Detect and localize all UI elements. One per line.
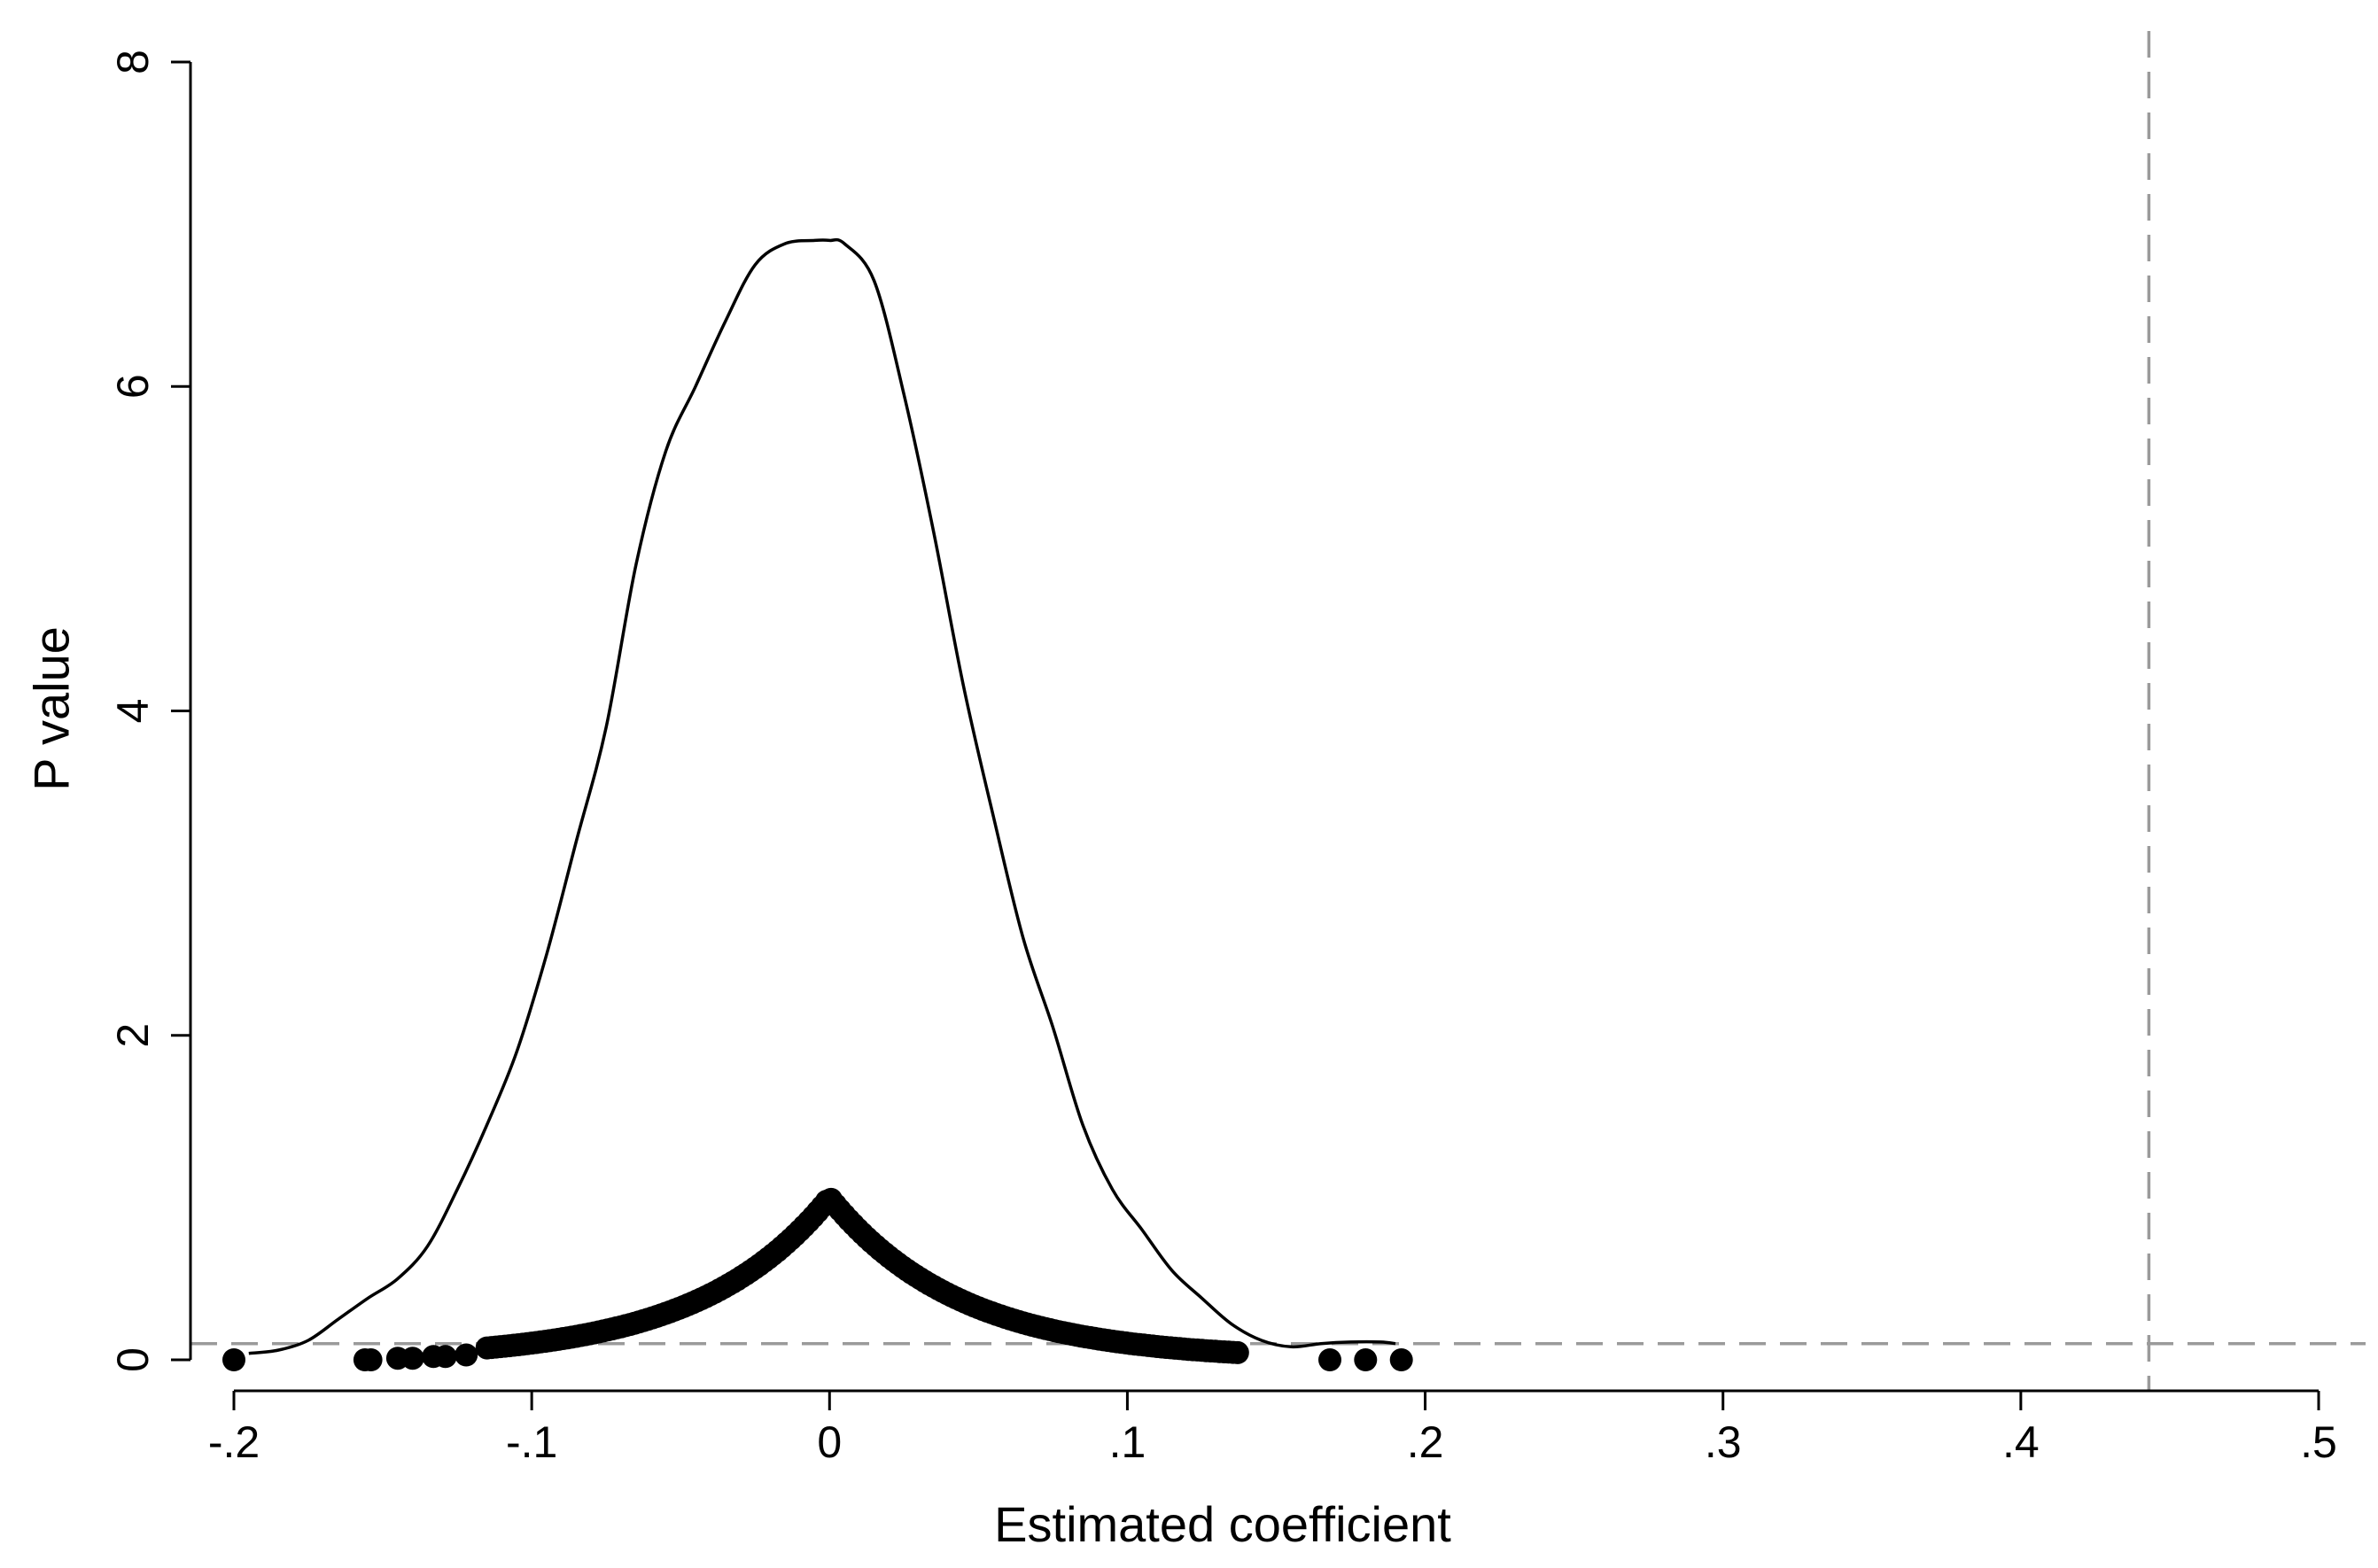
density-curve-layer — [248, 237, 1396, 1355]
scatter-points-layer — [222, 1187, 1413, 1371]
x-axis-title: Estimated coefficient — [994, 1496, 1451, 1552]
x-tick-label: .1 — [1109, 1417, 1146, 1467]
axes: 0 2 4 6 8 -.2 -.1 0 .1 .2 .3 .4 .5 — [108, 50, 2337, 1467]
scatter-point — [1389, 1348, 1413, 1371]
scatter-point — [455, 1343, 478, 1367]
x-tick-label: .3 — [1705, 1417, 1742, 1467]
scatter-point — [433, 1345, 457, 1369]
y-tick-label: 8 — [108, 50, 158, 74]
y-axis-title: P value — [24, 626, 80, 791]
x-tick-label: .5 — [2300, 1417, 2337, 1467]
scatter-point — [1225, 1340, 1249, 1364]
y-tick-label: 4 — [108, 699, 158, 724]
x-tick-label: .2 — [1407, 1417, 1444, 1467]
x-tick-label: -.1 — [506, 1417, 557, 1467]
reference-lines — [190, 31, 2366, 1391]
scatter-point — [1318, 1348, 1341, 1371]
x-tick-label: .4 — [2002, 1417, 2040, 1467]
density-curve — [248, 237, 1396, 1355]
y-tick-label: 0 — [108, 1347, 158, 1372]
y-tick-label: 6 — [108, 374, 158, 399]
scatter-point — [222, 1348, 245, 1371]
scatter-point — [400, 1347, 424, 1370]
scatter-point — [1354, 1348, 1378, 1371]
x-tick-label: 0 — [817, 1417, 842, 1467]
y-tick-label: 2 — [108, 1023, 158, 1048]
x-tick-label: -.2 — [208, 1417, 260, 1467]
scatter-point — [359, 1348, 383, 1371]
